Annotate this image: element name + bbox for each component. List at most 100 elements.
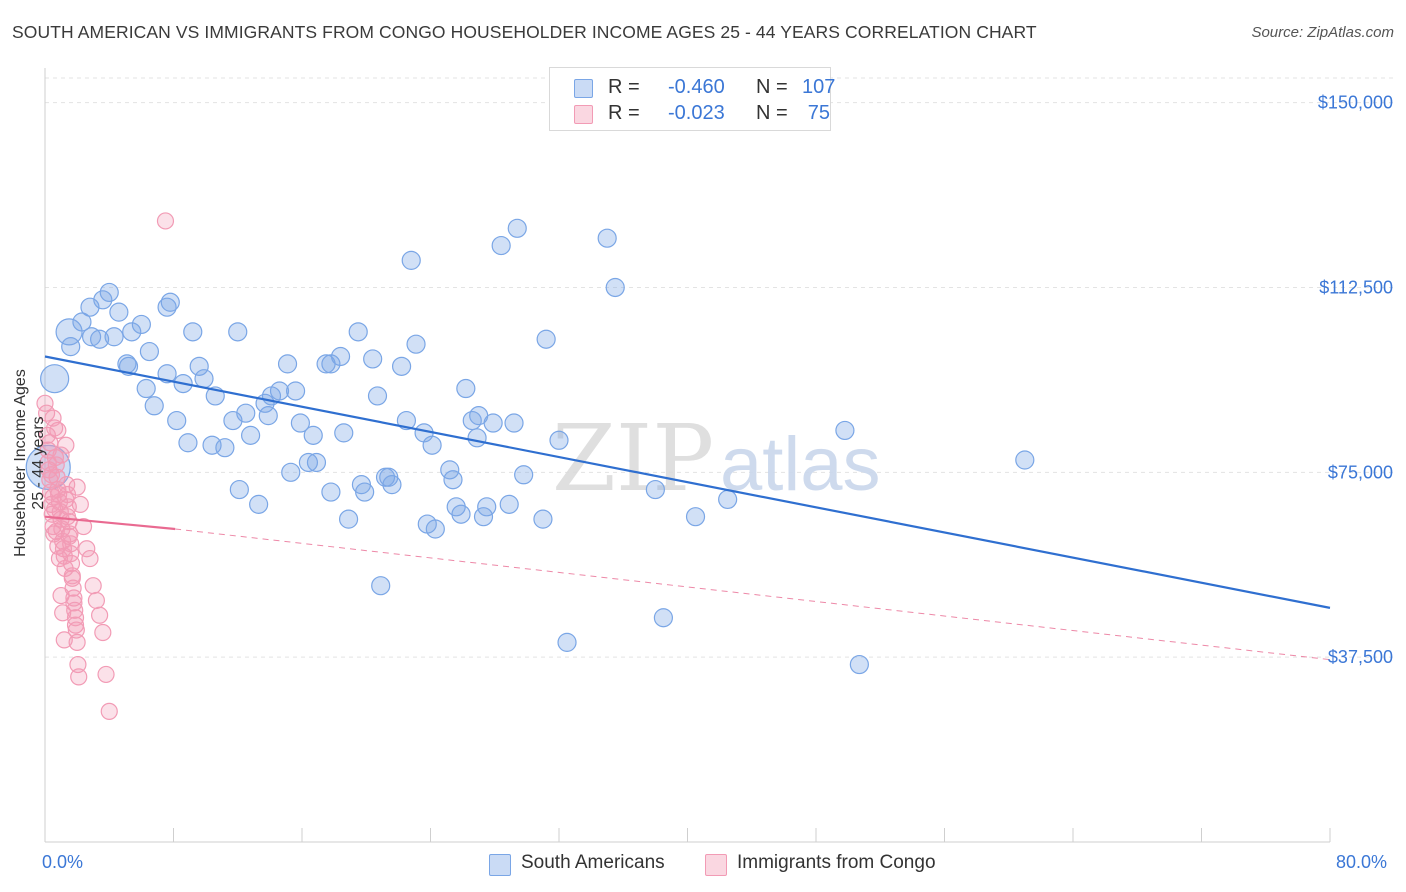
x-tick-left: 0.0% [42, 852, 84, 872]
data-point-south-american [303, 425, 323, 445]
data-point-south-american [321, 354, 341, 374]
data-point-south-american [55, 318, 83, 346]
data-point-south-american [178, 433, 198, 453]
data-point-south-american [363, 349, 383, 369]
y-tick-label: $112,500 [1319, 277, 1393, 297]
data-point-immigrant-congo [68, 633, 86, 651]
legend-r-label: R = [608, 102, 640, 124]
data-point-south-american [533, 509, 553, 529]
x-tick-right: 80.0% [1336, 852, 1388, 872]
data-point-immigrant-congo [65, 594, 83, 612]
y-tick-label: $37,500 [1328, 647, 1393, 667]
bottom-legend-swatch-pink [705, 854, 727, 876]
data-point-south-american [215, 438, 235, 458]
data-point-south-american [249, 494, 269, 514]
data-point-south-american [334, 423, 354, 443]
data-point-immigrant-congo [44, 488, 62, 506]
legend-r-label: R = [608, 76, 640, 98]
data-point-immigrant-congo [55, 631, 73, 649]
data-point-south-american [167, 410, 187, 431]
data-point-immigrant-congo [84, 577, 102, 595]
data-point-south-american [367, 386, 388, 406]
data-point-south-american [391, 356, 412, 376]
legend-n-label: N = [756, 102, 788, 124]
data-point-immigrant-congo [91, 606, 109, 624]
data-point-immigrant-congo [63, 569, 81, 587]
data-point-south-american [136, 378, 156, 399]
data-point-south-american [456, 378, 476, 399]
data-point-immigrant-congo [69, 655, 87, 674]
legend-swatch-pink [574, 105, 593, 124]
data-point-south-american [467, 428, 487, 448]
data-point-south-american [258, 406, 278, 426]
data-point-south-american [425, 519, 445, 539]
data-point-south-american [40, 364, 70, 394]
trend-lines [44, 355, 1331, 661]
data-point-south-american [718, 489, 738, 510]
legend-n-value: 75 [807, 102, 830, 124]
data-point-south-american [144, 396, 164, 416]
bottom-legend-label: South Americans [521, 852, 665, 873]
data-point-south-american [536, 329, 556, 349]
data-point-immigrant-congo [68, 478, 86, 496]
data-point-immigrant-congo [66, 616, 85, 634]
data-point-immigrant-congo [67, 621, 85, 639]
trend-line-south-americans [44, 355, 1331, 609]
data-point-south-american [285, 381, 306, 401]
data-point-south-american [194, 369, 214, 389]
data-point-south-american [653, 608, 674, 628]
data-point-south-american [491, 235, 511, 256]
data-point-immigrant-congo [52, 586, 70, 605]
data-point-south-american [241, 425, 261, 445]
data-point-south-american [298, 452, 319, 473]
watermark-zip: ZIP [552, 405, 714, 512]
data-point-immigrant-congo [60, 527, 78, 546]
data-point-immigrant-congo [66, 609, 85, 627]
data-point-south-american [371, 576, 391, 596]
y-axis-label: Householder Income Ages 25 - 44 years [12, 369, 47, 557]
data-point-south-american [99, 282, 119, 303]
trend-line-congo [44, 515, 176, 531]
data-point-south-american [685, 507, 706, 527]
data-point-immigrant-congo [42, 466, 61, 484]
data-point-south-american [104, 327, 124, 347]
series-south-americans [25, 218, 1035, 675]
data-point-south-american [597, 228, 617, 248]
data-point-immigrant-congo [74, 517, 93, 536]
bottom-legend-label: Immigrants from Congo [737, 852, 936, 873]
data-point-south-american [277, 354, 298, 374]
data-point-south-american [477, 497, 497, 517]
data-point-immigrant-congo [62, 545, 80, 563]
data-point-south-american [401, 250, 421, 270]
series-immigrants-congo [36, 212, 175, 720]
data-point-south-american [290, 413, 310, 433]
source-label: Source: ZipAtlas.com [1251, 24, 1394, 41]
data-point-immigrant-congo [87, 591, 106, 610]
legend-r-value: -0.460 [668, 76, 725, 98]
data-point-south-american [379, 467, 399, 487]
data-point-immigrant-congo [71, 495, 89, 513]
stats-legend: R = -0.460 N = 107 R = -0.023 N = 75 [549, 67, 835, 131]
data-point-south-american [396, 410, 417, 431]
watermark: ZIP atlas [552, 405, 881, 512]
data-point-south-american [189, 356, 209, 376]
data-point-south-american [157, 297, 177, 317]
data-point-immigrant-congo [65, 589, 83, 607]
data-point-immigrant-congo [41, 434, 59, 452]
data-point-south-american [406, 334, 426, 354]
data-point-immigrant-congo [100, 702, 118, 720]
data-point-south-american [131, 314, 151, 335]
data-point-south-american [443, 470, 463, 490]
data-point-south-american [306, 452, 327, 473]
data-point-south-american [483, 413, 503, 433]
legend-r-value: -0.023 [668, 102, 725, 124]
data-point-south-american [605, 277, 625, 298]
data-point-immigrant-congo [49, 421, 67, 440]
data-point-south-american [338, 509, 359, 529]
legend-n-label: N = [756, 76, 788, 98]
y-tick-label: $150,000 [1318, 93, 1393, 113]
data-point-south-american [228, 322, 248, 342]
data-point-south-american [549, 430, 569, 450]
data-point-south-american [507, 218, 527, 238]
